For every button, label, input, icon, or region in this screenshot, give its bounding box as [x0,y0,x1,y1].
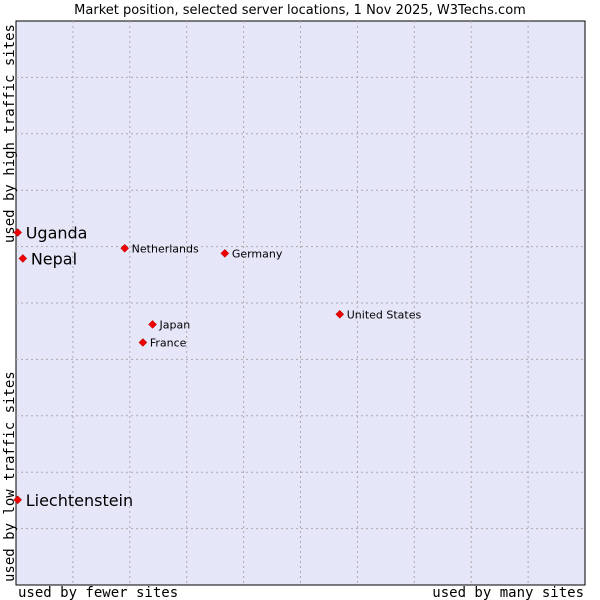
x-axis-label-left: used by fewer sites [18,585,178,600]
data-point-netherlands [120,243,130,253]
x-axis-label-right: used by many sites [432,585,584,600]
data-label-united-states: United States [347,308,422,321]
data-points: Uganda Nepal Liechtenstein Netherlands Germa… [13,224,422,510]
data-label-japan: Japan [159,318,191,331]
data-label-liechtenstein: Liechtenstein [26,491,133,510]
chart-title: Market position, selected server locatio… [74,3,526,18]
data-point-uganda [13,228,23,237]
data-point-japan [148,320,157,329]
data-label-france: France [150,336,187,349]
data-label-netherlands: Netherlands [132,242,199,255]
data-point-liechtenstein [13,495,23,505]
y-axis-label-top: used by high traffic sites [2,24,18,243]
data-label-nepal: Nepal [31,249,77,268]
data-point-united-states [335,309,345,319]
grid [16,21,585,585]
data-point-france [138,338,148,347]
data-label-germany: Germany [232,247,283,260]
data-label-uganda: Uganda [26,224,88,243]
data-point-nepal [18,254,28,263]
data-point-germany [220,249,230,258]
y-axis-label-bottom: used by low traffic sites [2,371,18,582]
